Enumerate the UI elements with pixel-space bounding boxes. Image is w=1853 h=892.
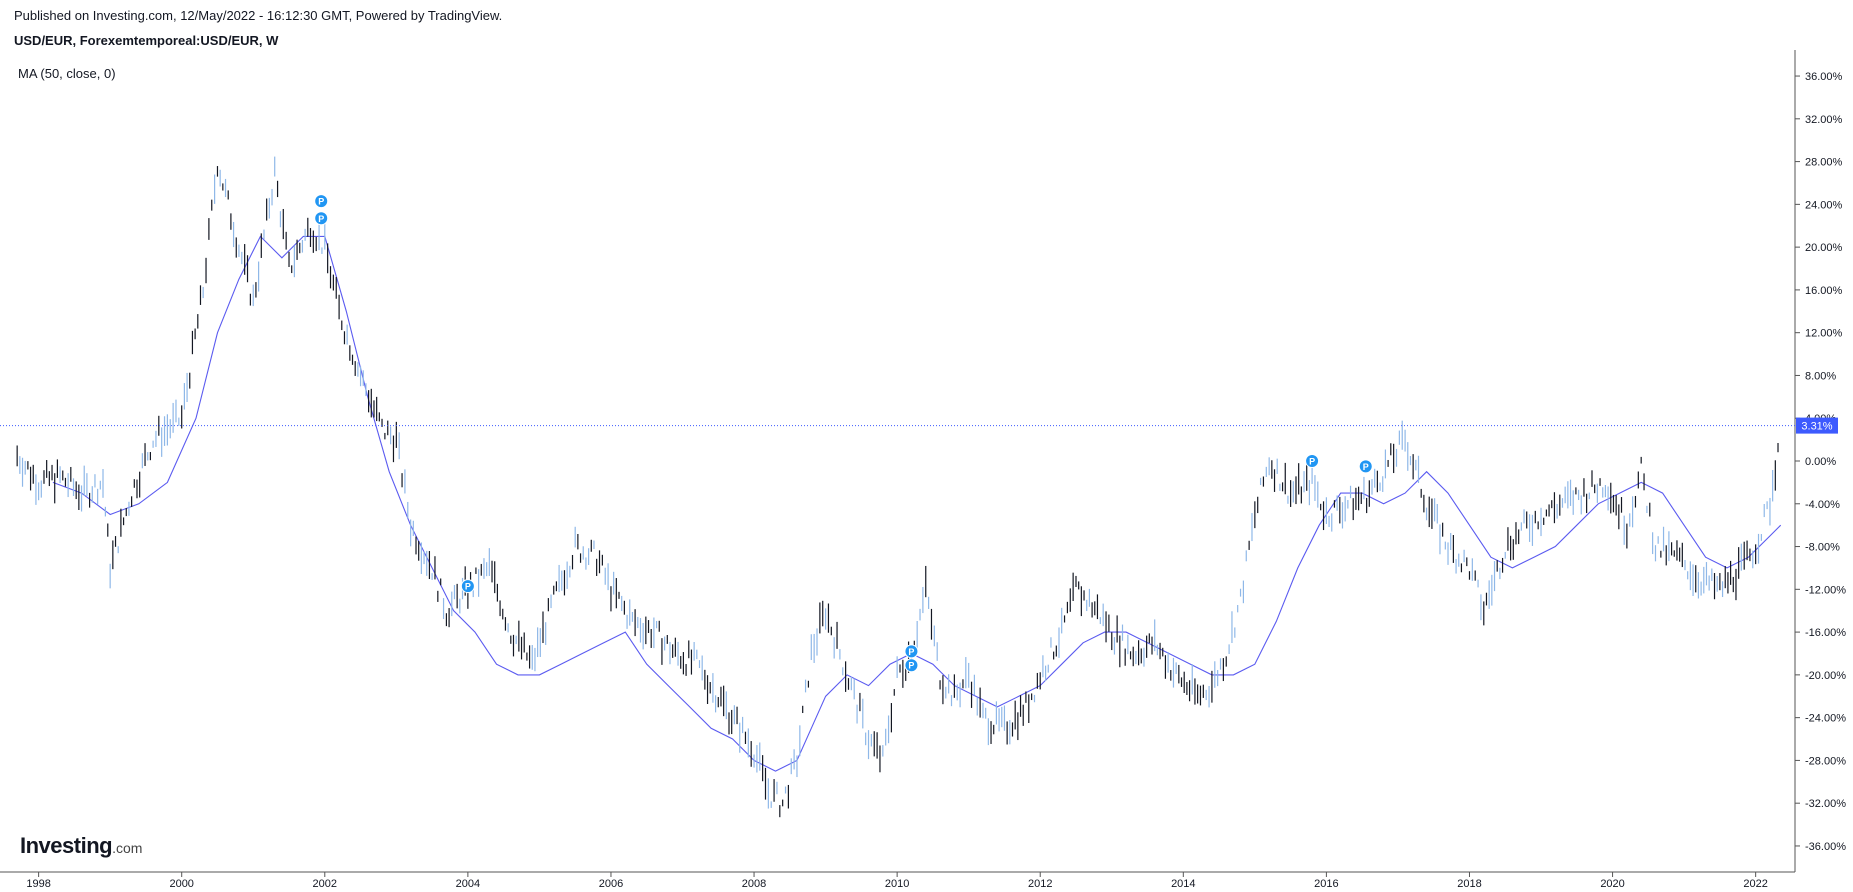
x-tick-label: 2018 [1457,878,1481,890]
y-tick-label: 16.00% [1805,285,1843,297]
price-layer [16,156,1779,818]
y-tick-label: -16.00% [1805,627,1846,639]
y-tick-label: -36.00% [1805,841,1846,853]
x-axis-ticks: 1998 2000 2002 2004 2006 2008 2010 2012 2014 2016… [26,872,1768,890]
y-tick-label: 36.00% [1805,71,1843,83]
x-tick-label: 2000 [169,878,193,890]
current-value-badge [1796,417,1838,434]
moving-average-line [52,235,1782,772]
x-tick-label: 2012 [1028,878,1052,890]
x-tick-label: 2020 [1600,878,1624,890]
pivot-marker [904,658,919,673]
symbol-title: USD/EUR, Forexemtemporeal:USD/EUR, W [14,33,279,48]
y-axis-ticks: 36.00% 32.00% 28.00% 24.00% 20.00% 16.00% 12.0… [1795,71,1846,853]
axes-layer [0,50,1796,873]
y-tick-label: 24.00% [1805,199,1843,211]
pivot-marker [904,644,919,659]
x-tick-label: 2006 [599,878,623,890]
pivot-marker-label: P [908,647,914,657]
y-tick-label: -24.00% [1805,713,1846,725]
y-tick-label: 32.00% [1805,114,1843,126]
pivot-marker-label: P [908,661,914,671]
pivot-marker [314,211,329,226]
y-tick-label: -28.00% [1805,755,1846,767]
pivot-marker [314,194,329,209]
pivot-marker-label: P [1309,457,1315,467]
x-tick-label: 2008 [742,878,766,890]
current-value-label: 3.31% [1801,421,1832,433]
moving-average-layer [52,235,1782,772]
pivot-marker [1305,454,1320,468]
pivot-marker-label: P [318,197,324,207]
y-tick-label: 0.00% [1805,456,1836,468]
y-tick-label: -20.00% [1805,670,1846,682]
y-tick-label: 20.00% [1805,242,1843,254]
pivot-marker-label: P [318,214,324,224]
x-tick-label: 2016 [1314,878,1338,890]
x-tick-label: 1998 [26,878,50,890]
logo-suffix: .com [112,840,143,856]
x-tick-label: 2002 [313,878,337,890]
y-tick-label: 12.00% [1805,328,1843,340]
x-tick-label: 2022 [1743,878,1767,890]
y-tick-label: -8.00% [1805,542,1840,554]
logo-main: Investing [20,833,113,858]
indicator-legend[interactable]: MA (50, close, 0) [18,66,116,81]
x-tick-label: 2010 [885,878,909,890]
published-caption: Published on Investing.com, 12/May/2022 … [14,8,503,23]
investing-logo: Investing.com [20,833,142,859]
y-tick-label: 8.00% [1805,370,1836,382]
pivot-marker-label: P [1363,462,1369,472]
pivot-marker [460,579,475,594]
x-tick-label: 2014 [1171,878,1195,890]
x-tick-label: 2004 [456,878,480,890]
pivot-marker-label: P [465,582,471,592]
y-tick-label: 28.00% [1805,157,1843,169]
y-tick-label: -32.00% [1805,798,1846,810]
pivot-marker [1358,459,1373,474]
current-value-layer: 3.31% [0,417,1838,434]
y-tick-label: -12.00% [1805,584,1846,596]
y-tick-label: -4.00% [1805,499,1840,511]
